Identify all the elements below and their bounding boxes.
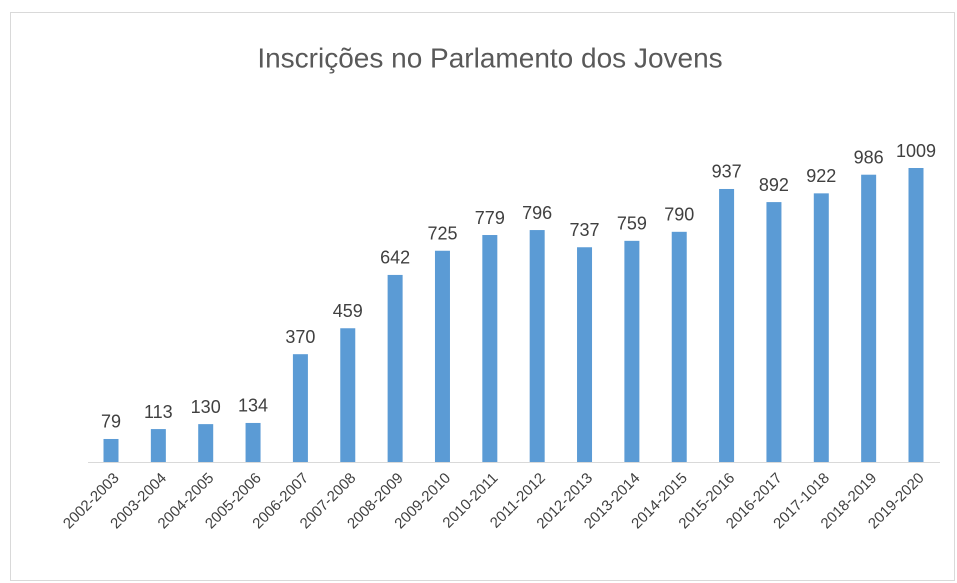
bar (103, 438, 119, 462)
data-label: 922 (806, 166, 836, 186)
bar (908, 168, 924, 462)
data-label: 134 (238, 396, 268, 416)
data-label: 779 (475, 208, 505, 228)
data-label: 79 (101, 412, 121, 432)
data-label: 370 (285, 327, 315, 347)
bar (292, 354, 308, 462)
bar (245, 422, 261, 462)
bar (813, 193, 829, 462)
bar (577, 247, 593, 462)
bar (340, 328, 356, 462)
bar (719, 188, 735, 462)
data-label: 725 (427, 224, 457, 244)
data-label: 130 (191, 397, 221, 417)
data-label: 986 (854, 147, 884, 167)
bar (434, 250, 450, 462)
data-label: 113 (144, 402, 173, 422)
bar (529, 230, 545, 462)
data-label: 1009 (896, 141, 936, 161)
data-label: 759 (617, 214, 647, 234)
bar (766, 202, 782, 462)
data-label: 937 (712, 162, 742, 182)
bar (861, 174, 877, 462)
bar (482, 235, 498, 462)
data-label: 737 (570, 220, 600, 240)
data-label: 796 (522, 203, 552, 223)
data-label: 459 (333, 301, 363, 321)
bar (387, 274, 403, 462)
bar (671, 231, 687, 462)
bar (198, 424, 214, 462)
data-label: 642 (380, 248, 410, 268)
chart-title: Inscrições no Parlamento dos Jovens (257, 42, 722, 73)
bar (150, 429, 166, 462)
bar (624, 240, 640, 462)
data-label: 790 (664, 205, 694, 225)
data-label: 892 (759, 175, 789, 195)
